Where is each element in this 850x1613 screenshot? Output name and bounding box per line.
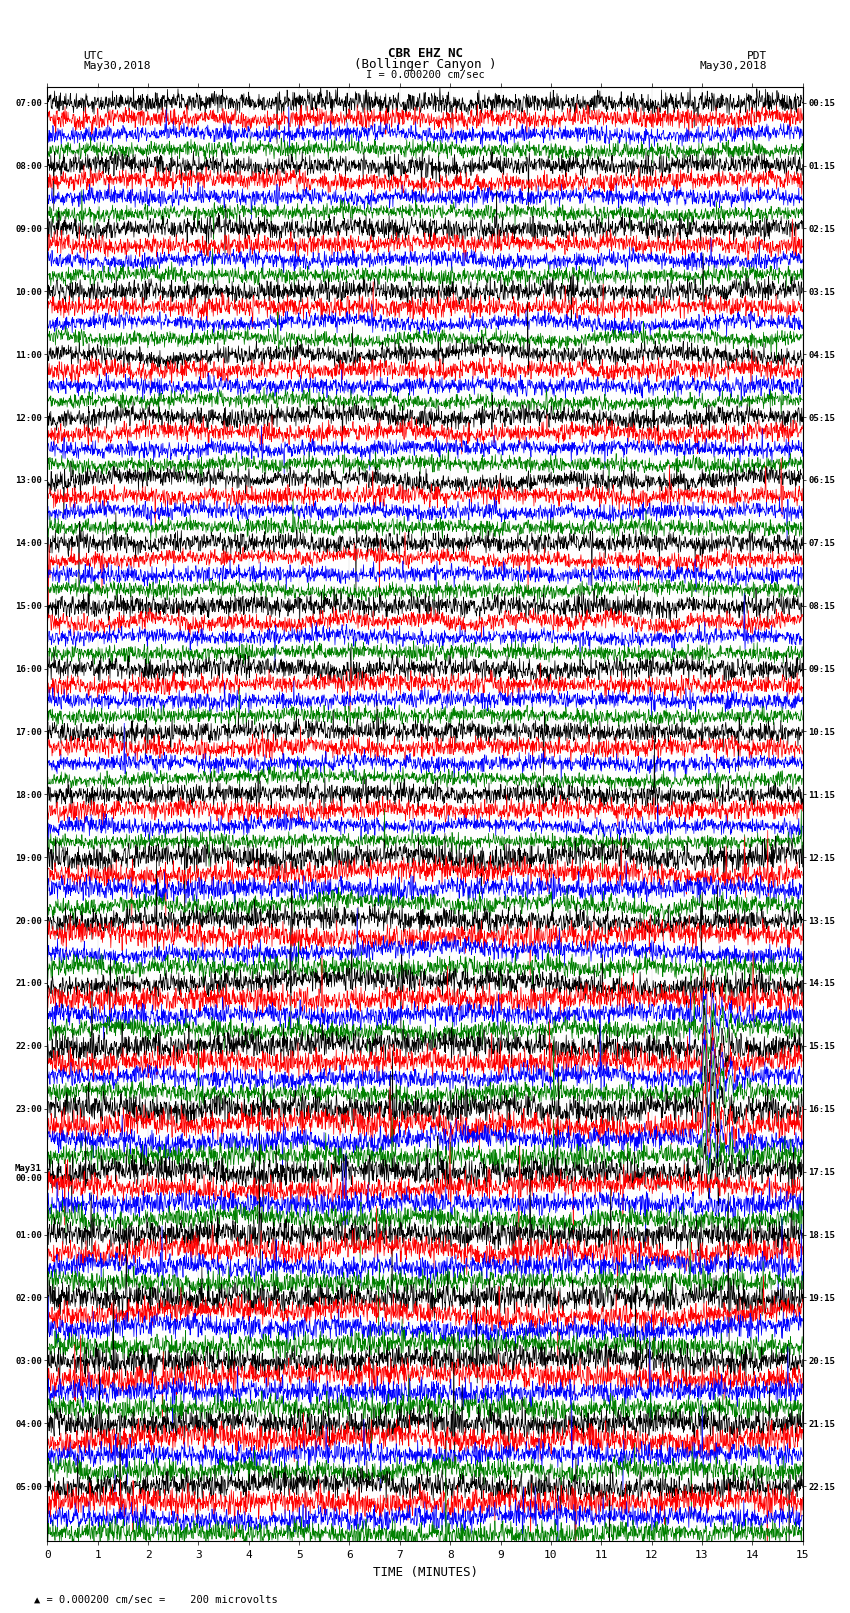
Text: ▲ = 0.000200 cm/sec =    200 microvolts: ▲ = 0.000200 cm/sec = 200 microvolts <box>34 1595 278 1605</box>
Text: UTC: UTC <box>83 52 104 61</box>
Text: PDT: PDT <box>746 52 767 61</box>
Text: I = 0.000200 cm/sec: I = 0.000200 cm/sec <box>366 69 484 79</box>
X-axis label: TIME (MINUTES): TIME (MINUTES) <box>372 1566 478 1579</box>
Text: May30,2018: May30,2018 <box>83 61 150 71</box>
Text: (Bollinger Canyon ): (Bollinger Canyon ) <box>354 58 496 71</box>
Text: CBR EHZ NC: CBR EHZ NC <box>388 47 462 60</box>
Text: May30,2018: May30,2018 <box>700 61 767 71</box>
